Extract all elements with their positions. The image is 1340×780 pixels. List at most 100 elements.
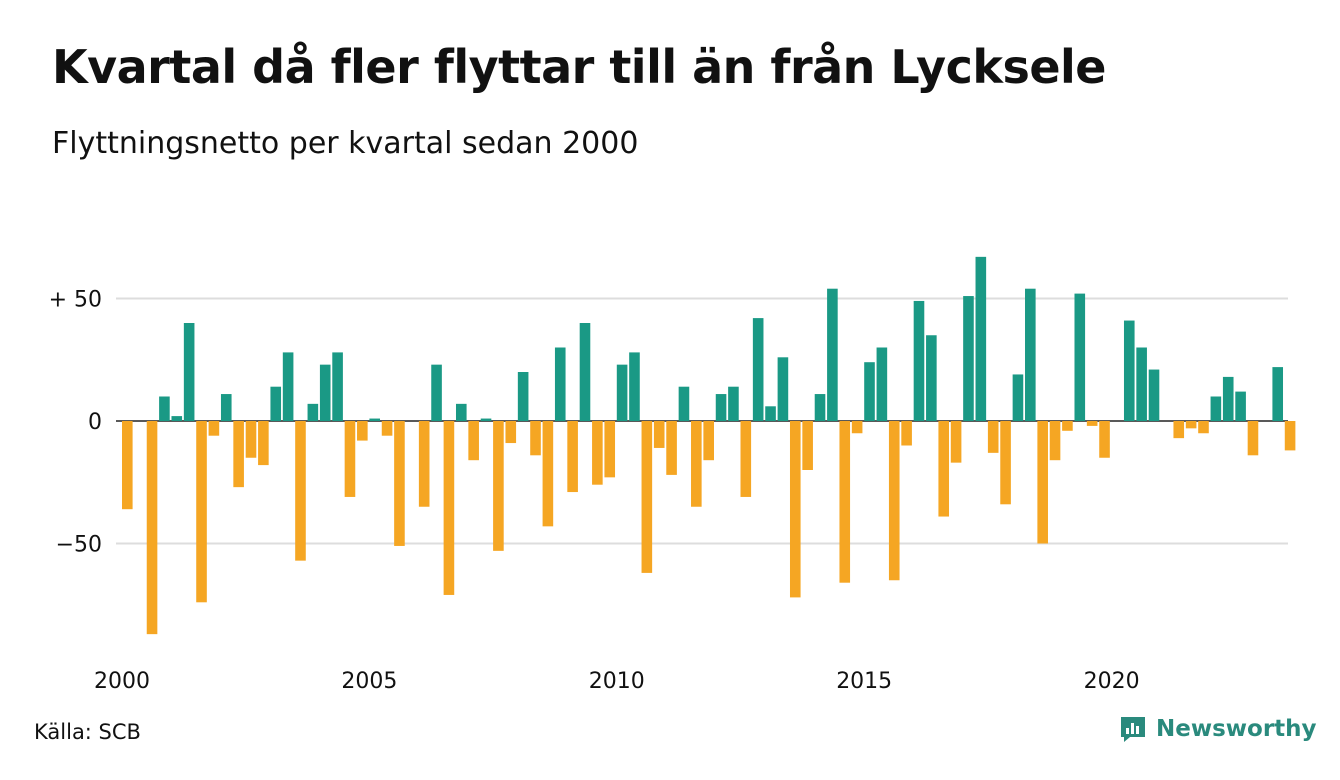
newsworthy-logo-icon xyxy=(1121,717,1145,742)
bar-2023-q3 xyxy=(1284,421,1296,451)
brand-name: Newsworthy xyxy=(1156,716,1317,742)
bar-2016-q2 xyxy=(926,335,937,421)
bar-2010-q3 xyxy=(641,421,653,573)
bar-2008-q1 xyxy=(517,372,529,421)
bar-2002-q4 xyxy=(258,421,269,466)
bar-2019-q1 xyxy=(1062,421,1073,431)
bar-2021-q4 xyxy=(1198,421,1209,434)
bar-2005-q2 xyxy=(381,421,393,436)
bar-2020-q4 xyxy=(1148,369,1160,421)
bar-2019-q3 xyxy=(1086,421,1098,426)
bar-2003-q4 xyxy=(307,403,319,421)
bars xyxy=(122,256,1296,635)
bar-2013-q4 xyxy=(802,421,813,470)
bar-2017-q2 xyxy=(975,256,987,421)
y-tick-label: + 50 xyxy=(49,288,102,313)
bar-2005-q1 xyxy=(369,418,380,421)
bar-2000-q1 xyxy=(122,421,133,510)
bar-2012-q4 xyxy=(752,318,764,421)
bar-2019-q4 xyxy=(1099,421,1110,458)
bar-2013-q3 xyxy=(789,421,801,598)
bar-2001-q2 xyxy=(183,323,195,421)
bar-2015-q1 xyxy=(864,362,875,421)
brand: Newsworthy xyxy=(1118,714,1317,744)
bar-2006-q4 xyxy=(455,403,467,421)
bar-2002-q3 xyxy=(245,421,257,458)
chart-title: Kvartal då fler flyttar till än från Lyc… xyxy=(52,40,1107,94)
bar-2009-q4 xyxy=(604,421,616,478)
bar-2006-q3 xyxy=(443,421,455,595)
bar-2016-q1 xyxy=(913,300,925,421)
bar-2007-q1 xyxy=(468,421,479,461)
bar-2020-q2 xyxy=(1123,320,1135,421)
bar-2004-q3 xyxy=(344,421,356,497)
bar-2011-q2 xyxy=(678,386,690,421)
x-tick-label: 2010 xyxy=(589,669,645,694)
bar-2003-q1 xyxy=(270,386,282,421)
x-tick-label: 2005 xyxy=(341,669,397,694)
bar-2018-q1 xyxy=(1012,374,1024,421)
bar-2001-q1 xyxy=(171,416,183,421)
bar-2012-q2 xyxy=(728,386,739,421)
bar-2011-q3 xyxy=(691,421,702,507)
bar-2001-q3 xyxy=(196,421,207,603)
bar-2004-q2 xyxy=(332,352,343,421)
bar-2000-q4 xyxy=(159,396,170,421)
bar-2002-q2 xyxy=(233,421,244,488)
bar-2018-q2 xyxy=(1025,288,1036,421)
bar-2001-q4 xyxy=(208,421,220,436)
bar-2000-q3 xyxy=(146,421,158,635)
bar-2004-q1 xyxy=(319,364,331,421)
bar-2009-q3 xyxy=(592,421,603,485)
axis-labels: + 50 0 −50 2000 2005 2010 2015 2020 xyxy=(49,288,1140,695)
bar-2016-q4 xyxy=(950,421,962,463)
chart-subtitle: Flyttningsnetto per kvartal sedan 2000 xyxy=(52,126,639,161)
bar-2008-q3 xyxy=(542,421,554,527)
bar-2014-q3 xyxy=(839,421,851,583)
bar-2018-q4 xyxy=(1049,421,1061,461)
bar-2020-q3 xyxy=(1136,347,1147,421)
x-tick-label: 2015 xyxy=(836,669,892,694)
bar-2006-q2 xyxy=(431,364,442,421)
bar-2007-q3 xyxy=(493,421,504,551)
bar-2022-q3 xyxy=(1235,391,1246,421)
bar-2015-q4 xyxy=(901,421,912,446)
bar-2011-q4 xyxy=(703,421,714,461)
bar-2012-q3 xyxy=(740,421,752,497)
bar-2022-q4 xyxy=(1247,421,1259,456)
y-tick-label: 0 xyxy=(88,410,102,435)
bar-2005-q3 xyxy=(394,421,405,546)
bar-2015-q3 xyxy=(888,421,900,581)
bar-2021-q3 xyxy=(1185,421,1197,429)
bar-2017-q3 xyxy=(987,421,999,453)
bar-2011-q1 xyxy=(666,421,677,475)
bar-2002-q1 xyxy=(220,394,232,421)
bar-2010-q1 xyxy=(616,364,628,421)
bar-2017-q1 xyxy=(963,296,974,421)
bar-2014-q4 xyxy=(851,421,863,434)
bar-2015-q2 xyxy=(876,347,888,421)
bar-2013-q1 xyxy=(765,406,776,421)
source-note: Källa: SCB xyxy=(34,720,141,744)
bar-2007-q4 xyxy=(505,421,517,444)
bar-2018-q3 xyxy=(1037,421,1048,544)
bar-2023-q2 xyxy=(1272,367,1284,421)
bar-2013-q2 xyxy=(777,357,789,421)
bar-2008-q4 xyxy=(554,347,566,421)
bar-2019-q2 xyxy=(1074,293,1086,421)
bar-2007-q2 xyxy=(480,418,492,421)
x-tick-label: 2020 xyxy=(1084,669,1140,694)
bar-2003-q2 xyxy=(282,352,294,421)
bar-2009-q2 xyxy=(579,323,591,421)
bar-2008-q2 xyxy=(530,421,541,456)
bar-2009-q1 xyxy=(567,421,578,493)
bar-2016-q3 xyxy=(938,421,950,517)
bar-2010-q2 xyxy=(629,352,640,421)
bar-2003-q3 xyxy=(295,421,306,561)
bar-2010-q4 xyxy=(653,421,665,448)
x-tick-label: 2000 xyxy=(94,669,150,694)
bar-2004-q4 xyxy=(357,421,368,441)
bar-2022-q1 xyxy=(1210,396,1222,421)
bar-2012-q1 xyxy=(715,394,727,421)
